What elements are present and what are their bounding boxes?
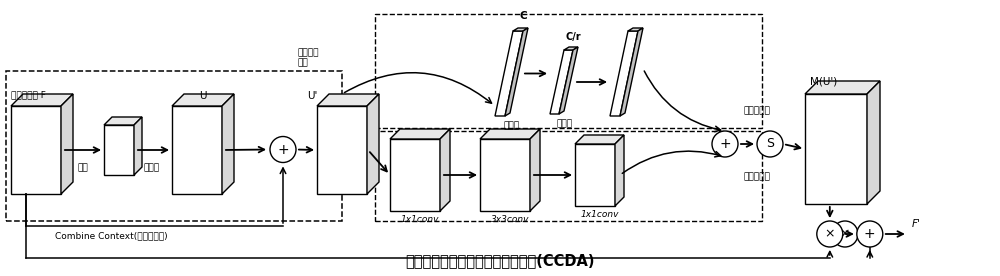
Polygon shape [61,94,73,194]
Polygon shape [550,50,573,114]
Polygon shape [480,129,540,139]
Text: 全局平均
池化: 全局平均 池化 [297,48,318,68]
Polygon shape [564,47,578,50]
Polygon shape [867,81,880,204]
Text: +: + [277,142,289,156]
Polygon shape [11,94,73,106]
Text: 3x3conv: 3x3conv [491,215,529,224]
Circle shape [712,131,738,157]
Polygon shape [390,129,450,139]
Text: U': U' [307,91,317,101]
Text: U: U [199,91,207,101]
Polygon shape [480,139,530,211]
Circle shape [757,131,783,157]
Text: 1x1conv: 1x1conv [580,210,619,219]
Polygon shape [172,106,222,194]
Text: 输入特征图 F: 输入特征图 F [11,90,46,99]
Polygon shape [513,28,528,31]
Polygon shape [390,139,440,211]
Polygon shape [317,94,379,106]
Text: F': F' [912,219,921,229]
Text: ×: × [840,227,850,240]
Text: C: C [519,11,527,21]
Polygon shape [11,106,61,194]
Text: 1x1conv: 1x1conv [401,215,439,224]
Text: +: + [719,137,731,151]
Polygon shape [367,94,379,194]
Text: C/r: C/r [566,32,581,42]
Polygon shape [530,129,540,211]
Polygon shape [559,47,578,114]
Polygon shape [440,129,450,211]
Polygon shape [805,94,867,204]
Text: S: S [766,137,774,150]
Polygon shape [317,106,367,194]
Polygon shape [610,31,638,116]
Circle shape [270,137,296,163]
Text: 全连接: 全连接 [556,119,573,128]
Polygon shape [222,94,234,194]
Text: 结合上下文信息的双重注意力机制(CCDA): 结合上下文信息的双重注意力机制(CCDA) [405,253,595,268]
Text: 全连接: 全连接 [503,121,519,130]
Polygon shape [505,28,528,116]
Text: 上采样: 上采样 [144,163,160,172]
Text: +: + [864,227,876,241]
Polygon shape [575,144,615,206]
Text: 通道注意力: 通道注意力 [743,107,770,115]
Polygon shape [104,117,142,125]
Polygon shape [495,31,523,116]
Polygon shape [104,125,134,175]
Polygon shape [575,135,624,144]
Polygon shape [620,28,643,116]
Polygon shape [134,117,142,175]
Polygon shape [615,135,624,206]
Polygon shape [172,94,234,106]
Circle shape [857,221,883,247]
Text: M(U'): M(U') [810,77,837,87]
Polygon shape [628,28,643,31]
Circle shape [817,221,843,247]
Circle shape [832,221,858,247]
Text: 池化: 池化 [77,163,88,172]
Text: 空间注意力: 空间注意力 [743,172,770,182]
Text: ×: × [825,227,835,240]
Text: Combine Context(结合上下文): Combine Context(结合上下文) [55,231,168,240]
Polygon shape [805,81,880,94]
